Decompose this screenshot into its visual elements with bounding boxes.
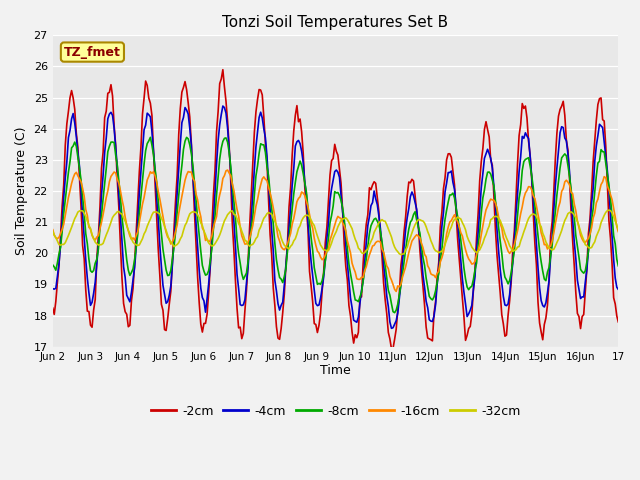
Y-axis label: Soil Temperature (C): Soil Temperature (C) bbox=[15, 127, 28, 255]
Legend: -2cm, -4cm, -8cm, -16cm, -32cm: -2cm, -4cm, -8cm, -16cm, -32cm bbox=[146, 400, 525, 423]
Text: TZ_fmet: TZ_fmet bbox=[64, 46, 121, 59]
X-axis label: Time: Time bbox=[320, 364, 351, 377]
Title: Tonzi Soil Temperatures Set B: Tonzi Soil Temperatures Set B bbox=[223, 15, 449, 30]
